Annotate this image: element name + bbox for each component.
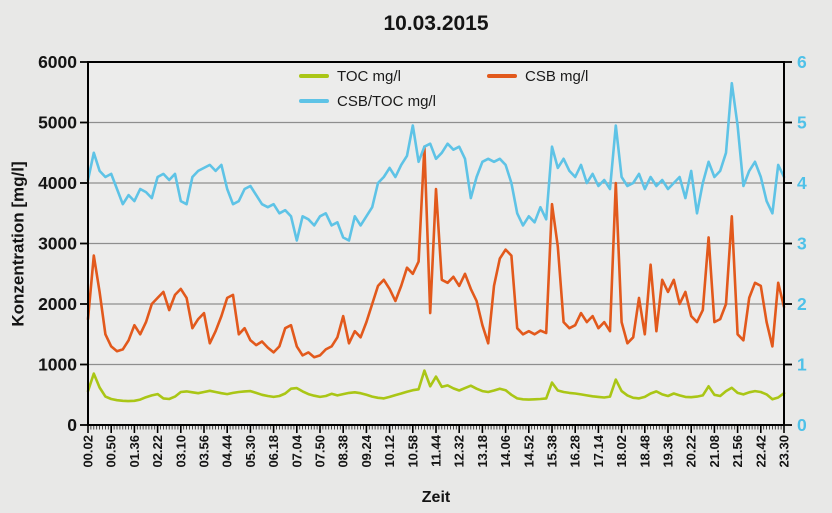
chart-title: 10.03.2015 bbox=[383, 12, 489, 35]
x-axis-tick-label: 18.48 bbox=[637, 435, 652, 468]
legend-item-toc: TOC mg/l bbox=[299, 66, 401, 86]
y-axis-tick-label-left: 5000 bbox=[38, 113, 77, 133]
axis-border bbox=[87, 61, 785, 426]
y-axis-tick-label-right: 2 bbox=[797, 294, 807, 314]
x-axis-tick-label: 09.24 bbox=[359, 434, 374, 467]
y-axis-tick-label-right: 0 bbox=[797, 415, 807, 435]
series-csb-toc-line bbox=[86, 81, 786, 242]
x-axis-tick-label: 12.32 bbox=[452, 435, 467, 468]
y-axis-tick-label-right: 1 bbox=[797, 355, 807, 375]
x-axis-tick-label: 23.30 bbox=[777, 435, 792, 468]
csbtoc-legend-swatch bbox=[299, 99, 329, 103]
x-axis-tick-label: 11.44 bbox=[429, 434, 444, 467]
x-axis-tick-label: 06.18 bbox=[266, 435, 281, 468]
csb-legend-swatch bbox=[487, 74, 517, 78]
x-axis-tick-label: 10.58 bbox=[405, 435, 420, 468]
y-axis-tick-label-right: 3 bbox=[797, 234, 807, 254]
x-axis-tick-label: 04.44 bbox=[220, 434, 235, 467]
legend-item-csb: CSB mg/l bbox=[487, 66, 588, 86]
x-axis-tick-label: 08.38 bbox=[336, 435, 351, 468]
x-axis-tick-label: 02.22 bbox=[150, 435, 165, 468]
x-axis-tick-label: 00.50 bbox=[104, 435, 119, 468]
csb-legend-label: CSB mg/l bbox=[525, 67, 589, 85]
y-axis-tick-label-left: 2000 bbox=[38, 294, 77, 314]
toc-legend-swatch bbox=[299, 74, 329, 78]
x-axis-tick-label: 05.30 bbox=[243, 435, 258, 468]
y-axis-tick-label-right: 4 bbox=[797, 173, 807, 193]
x-axis-title: Zeit bbox=[421, 489, 451, 506]
x-axis-tick-label: 17.14 bbox=[591, 434, 606, 467]
y-axis-tick-label-left: 6000 bbox=[38, 52, 77, 72]
y-axis-tick-label-right: 6 bbox=[797, 52, 807, 72]
x-axis-tick-label: 03.10 bbox=[173, 435, 188, 468]
x-axis-tick-label: 21.56 bbox=[730, 435, 745, 468]
x-axis-tick-label: 22.42 bbox=[753, 435, 768, 468]
x-axis-tick-label: 18.02 bbox=[614, 435, 629, 468]
x-axis-tick-label: 10.12 bbox=[382, 435, 397, 468]
x-axis-tick-label: 01.36 bbox=[127, 435, 142, 468]
x-axis-tick-label: 21.08 bbox=[707, 435, 722, 468]
x-axis-tick-label: 03.56 bbox=[197, 435, 212, 468]
x-axis-tick-label: 07.50 bbox=[313, 435, 328, 468]
legend-item-csbtoc: CSB/TOC mg/l bbox=[299, 91, 436, 111]
x-axis-tick-label: 20.22 bbox=[684, 435, 699, 468]
x-axis-tick-label: 16.28 bbox=[568, 435, 583, 468]
x-axis-tick-label: 14.52 bbox=[521, 435, 536, 468]
x-axis-tick-label: 13.18 bbox=[475, 435, 490, 468]
y-axis-tick-label-left: 0 bbox=[67, 415, 77, 435]
csbtoc-legend-label: CSB/TOC mg/l bbox=[337, 92, 436, 110]
series-csb-line bbox=[86, 145, 786, 359]
x-axis-tick-label: 15.38 bbox=[545, 435, 560, 468]
y-axis-tick-label-left: 4000 bbox=[38, 173, 77, 193]
x-axis-tick-label: 19.36 bbox=[661, 435, 676, 468]
y-axis-tick-label-right: 5 bbox=[797, 113, 807, 133]
toc-legend-label: TOC mg/l bbox=[337, 67, 401, 85]
x-axis-tick-label: 14.06 bbox=[498, 435, 513, 468]
y-axis-tick-label-left: 3000 bbox=[38, 234, 77, 254]
y-axis-tick-label-left: 1000 bbox=[38, 355, 77, 375]
x-axis-tick-label: 07.04 bbox=[289, 434, 304, 467]
series-toc-line bbox=[86, 369, 786, 403]
x-axis-tick-label: 00.02 bbox=[81, 435, 96, 468]
